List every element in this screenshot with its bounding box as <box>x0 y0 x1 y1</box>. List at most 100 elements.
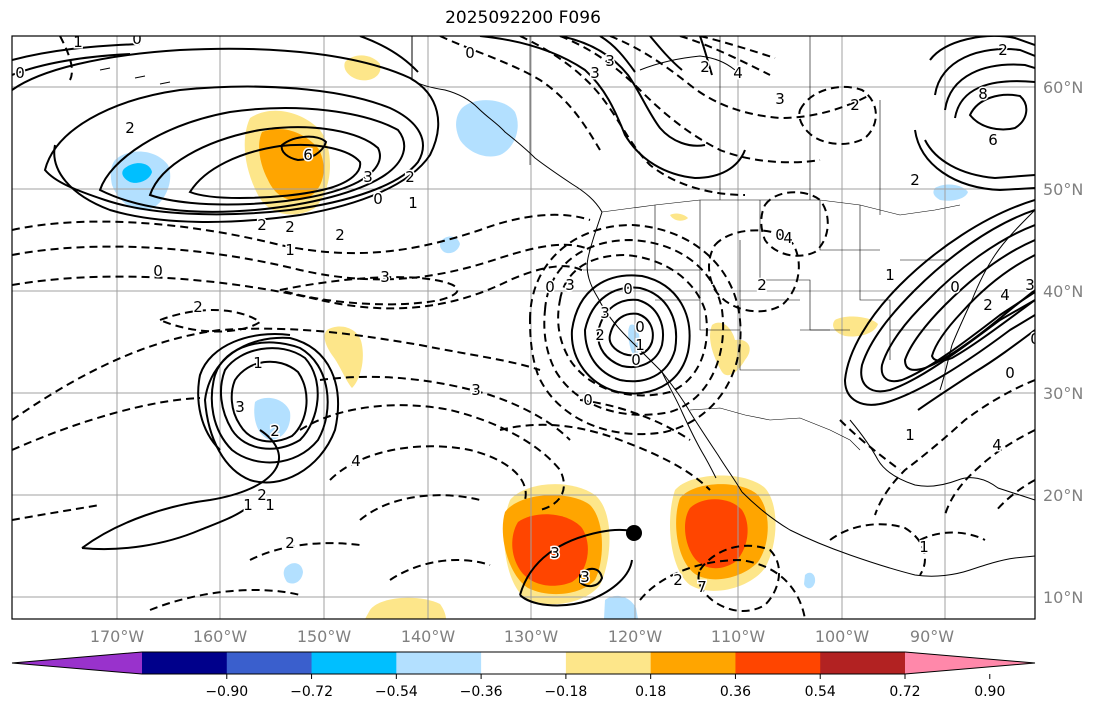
shade-negative-8 <box>283 563 303 584</box>
contour-label: 7 <box>697 578 707 596</box>
contour-solid-36 <box>479 36 746 180</box>
contour-label: 0 <box>545 278 555 296</box>
contour-solid-32 <box>903 239 1035 371</box>
contour-label: 2 <box>983 296 993 314</box>
contour-label: 6 <box>303 146 313 164</box>
shade-negative-3 <box>456 100 518 157</box>
lat-label-20n: 20°N <box>1043 486 1083 505</box>
contour-label: 2 <box>285 534 295 552</box>
colorbar-ticks: −0.90 −0.72 −0.54 −0.36 −0.18 0.18 0.36 0.54 0.7… <box>205 674 1005 700</box>
contour-solid-33 <box>930 254 1035 362</box>
shade-positive-12 <box>833 316 878 337</box>
contour-label: 3 <box>471 381 481 399</box>
map-frame <box>11 35 1036 620</box>
colorbar-tick-label: 0.18 <box>635 684 666 700</box>
contour-dashed-31 <box>839 419 1035 513</box>
coastline-aleutians <box>99 67 171 85</box>
colorbar-tick-label: −0.90 <box>205 684 248 700</box>
contour-label: 4 <box>1000 286 1010 304</box>
contour-label: 3 <box>380 268 390 286</box>
lat-label-60n: 60°N <box>1043 78 1083 97</box>
shade-positive-4 <box>324 326 363 388</box>
location-marker <box>626 525 642 541</box>
contour-label: 0 <box>373 190 383 208</box>
contour-dashed-29 <box>874 379 1035 516</box>
contour-label: 2 <box>998 41 1008 59</box>
contour-label: 3 <box>363 168 373 186</box>
contour-label: 0 <box>153 262 163 280</box>
contour-label: 0 <box>631 351 641 369</box>
contour-label: 1 <box>905 426 915 444</box>
contour-solid-6 <box>280 135 328 162</box>
contour-label: 0 <box>465 44 475 62</box>
contour-label: 4 <box>992 436 1002 454</box>
contour-dashed-23 <box>559 36 821 164</box>
lon-label-100w: 100°W <box>815 627 870 646</box>
lat-label-30n: 30°N <box>1043 384 1083 403</box>
contour-label: 2 <box>257 216 267 234</box>
contour-solid-23 <box>929 36 1035 61</box>
colorbar-segments <box>11 651 1036 675</box>
contour-label: 8 <box>978 85 988 103</box>
colorbar-bin <box>396 652 482 674</box>
border-states-2 <box>583 259 950 331</box>
contour-solid-13 <box>197 333 291 451</box>
shade-positive-10 <box>684 499 748 569</box>
contour-label: 4 <box>733 64 743 82</box>
lat-label-40n: 40°N <box>1043 282 1083 301</box>
contour-solid-14 <box>81 429 280 549</box>
contour-dashed-9 <box>329 445 527 501</box>
contour-dashed-33 <box>919 531 986 541</box>
contour-solid-1 <box>12 47 440 223</box>
contour-solid-9 <box>220 347 319 450</box>
colorbar-bin <box>481 652 567 674</box>
contour-dashed-19 <box>697 544 781 612</box>
contour-solid-21 <box>519 559 633 607</box>
contour-dashed-10 <box>359 494 481 521</box>
contour-dashed-14 <box>557 253 708 397</box>
colorbar-bin <box>735 652 821 674</box>
coastline-mexico <box>741 491 1035 577</box>
contour-label: 1 <box>253 354 263 372</box>
contour-solid-7 <box>12 43 141 76</box>
coastline-alaska <box>411 36 603 213</box>
contour-solid-19 <box>608 312 654 357</box>
contour-dashed-30 <box>944 429 1035 516</box>
contour-solid-22 <box>579 567 604 588</box>
longitude-labels: 170°W 160°W 150°W 140°W 130°W 120°W 110°… <box>90 627 954 646</box>
contour-label: 2 <box>850 96 860 114</box>
colorbar-extend-max <box>905 652 1035 674</box>
lon-label-90w: 90°W <box>910 627 954 646</box>
contour-label: 1 <box>885 266 895 284</box>
contour-solid-24 <box>934 48 1035 96</box>
contour-solid-39 <box>599 36 636 73</box>
political-borders <box>529 36 961 451</box>
border-canada-provinces <box>719 36 881 215</box>
contour-label: 3 <box>600 304 610 322</box>
colorbar-tick-label: 0.54 <box>805 684 836 700</box>
contour-dashed-25 <box>679 36 776 76</box>
contour-dashed-11 <box>249 542 491 581</box>
contour-dashed-7 <box>12 375 571 451</box>
contour-solid-2 <box>43 85 424 216</box>
colorbar-extend-min <box>12 652 142 674</box>
contour-solid-16 <box>583 286 677 383</box>
contour-label: 2 <box>335 226 345 244</box>
contour-solid-28 <box>924 139 1035 180</box>
colorbar-bin <box>650 652 736 674</box>
contour-label: 2 <box>595 326 605 344</box>
contour-label: 4 <box>351 452 361 470</box>
contour-label: 2 <box>285 218 295 236</box>
latitude-labels: 60°N 50°N 40°N 30°N 20°N 10°N <box>1043 78 1083 607</box>
colorbar-bin <box>820 652 906 674</box>
contour-label: 4 <box>783 229 793 247</box>
contour-label: 3 <box>775 90 785 108</box>
contour-dashed-28 <box>708 229 800 313</box>
colorbar-tick-label: −0.18 <box>544 684 587 700</box>
contour-label: 2 <box>405 168 415 186</box>
contour-label: 1 <box>73 33 83 51</box>
contour-label: 0 <box>775 226 785 244</box>
contour-dashed-20 <box>639 558 806 619</box>
solid-contours <box>12 36 1035 607</box>
contour-label: 0 <box>132 30 142 48</box>
